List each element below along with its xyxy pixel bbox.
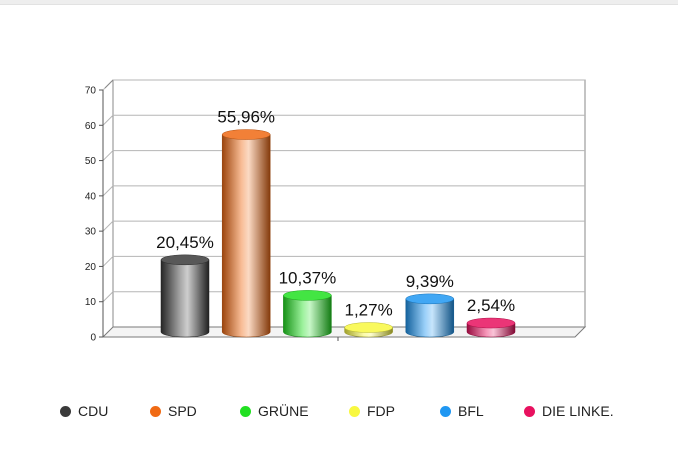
y-tick-label: 30 [85, 227, 97, 238]
legend-swatch [60, 405, 71, 417]
legend-swatch [349, 405, 360, 417]
legend-label: SPD [168, 403, 197, 419]
legend-item: GRÜNE [240, 400, 309, 422]
data-label: 10,37% [279, 268, 337, 287]
plot-frame [101, 79, 587, 338]
legend-swatch [150, 405, 161, 417]
legend-swatch [440, 405, 451, 417]
y-tick-label: 20 [85, 262, 97, 273]
bar-body [221, 134, 271, 338]
legend-item: SPD [150, 400, 197, 422]
bar-top [466, 317, 516, 329]
bar-spd [221, 129, 271, 338]
gridline-side [102, 114, 114, 126]
data-label: 1,27% [344, 301, 392, 320]
y-tick-label: 40 [85, 191, 97, 202]
y-tick-label: 0 [90, 333, 96, 344]
y-tick-label: 10 [85, 297, 97, 308]
data-label: 20,45% [156, 233, 214, 252]
bar-top [160, 254, 210, 266]
y-tick-label: 70 [85, 86, 97, 97]
bar-gr-ne [283, 290, 332, 338]
legend-item: DIE LINKE. [524, 400, 614, 422]
bar-top [221, 129, 271, 140]
bar-cdu [160, 254, 210, 338]
gridline-side [102, 256, 114, 267]
bar-body [405, 298, 455, 338]
gridline-side [102, 150, 114, 161]
gridline-side [102, 291, 114, 303]
bars [160, 129, 516, 338]
data-label: 9,39% [406, 272, 454, 291]
legend-label: BFL [458, 403, 484, 419]
y-tick-label: 60 [85, 121, 97, 132]
data-label: 55,96% [217, 108, 275, 127]
legend-item: BFL [440, 400, 484, 422]
top-bar [0, 0, 678, 5]
legend-label: CDU [78, 403, 109, 419]
legend-label: FDP [367, 403, 395, 419]
legend-swatch [524, 405, 535, 417]
data-label: 2,54% [467, 296, 515, 315]
legend-item: CDU [60, 400, 108, 422]
legend-label: GRÜNE [258, 403, 309, 419]
bar-body [160, 259, 210, 338]
legend-swatch [240, 405, 251, 417]
bar-top [344, 322, 393, 333]
bar-top [405, 293, 455, 305]
bar-top [283, 290, 332, 301]
gridline-side [102, 185, 114, 197]
y-axis: 0 10 20 30 40 50 60 70 [85, 79, 339, 344]
gridline-side [102, 220, 114, 232]
data-labels: 20,45% 55,96% 10,37% 1,27% 9,39% 2,54% [156, 108, 515, 320]
y-axis-depth-line [104, 79, 114, 89]
bar-die-linke [466, 317, 516, 338]
bar-fdp [344, 322, 393, 338]
bar-chart: 0 10 20 30 40 50 60 70 20,45% 55,96% 10,37% 1,27% 9… [85, 79, 587, 344]
y-tick-label: 50 [85, 156, 97, 167]
legend-label: DIE LINKE. [542, 403, 614, 419]
legend: CDU SPD GRÜNE FDP BFL DIE LINKE. [0, 400, 678, 422]
bar-body [283, 295, 332, 338]
legend-item: FDP [349, 400, 395, 422]
bar-bfl [405, 293, 455, 338]
